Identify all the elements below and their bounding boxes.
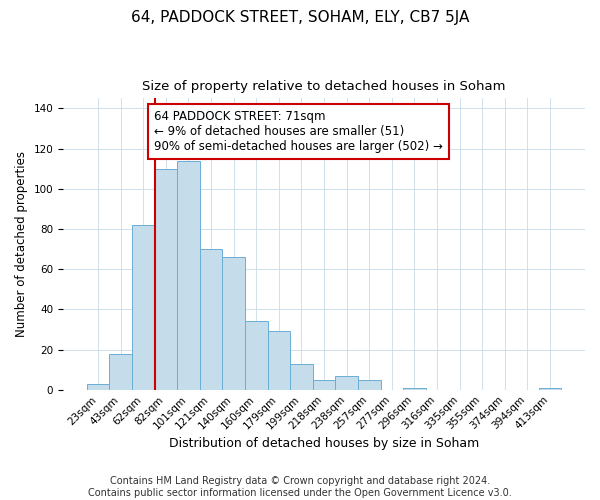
Bar (200, 249, 223, 390)
Bar (177, 160, 200, 390)
Bar (109, 354, 132, 390)
Bar (268, 332, 290, 390)
Bar (245, 322, 268, 390)
Title: Size of property relative to detached houses in Soham: Size of property relative to detached ho… (142, 80, 506, 93)
Bar (87, 384, 109, 390)
Bar (539, 388, 561, 390)
Bar (335, 376, 358, 390)
Bar (132, 225, 155, 390)
X-axis label: Distribution of detached houses by size in Soham: Distribution of detached houses by size … (169, 437, 479, 450)
Bar (290, 364, 313, 390)
Text: 64, PADDOCK STREET, SOHAM, ELY, CB7 5JA: 64, PADDOCK STREET, SOHAM, ELY, CB7 5JA (131, 10, 469, 25)
Bar (313, 380, 335, 390)
Bar (403, 388, 425, 390)
Text: 64 PADDOCK STREET: 71sqm
← 9% of detached houses are smaller (51)
90% of semi-de: 64 PADDOCK STREET: 71sqm ← 9% of detache… (154, 110, 443, 153)
Text: Contains HM Land Registry data © Crown copyright and database right 2024.
Contai: Contains HM Land Registry data © Crown c… (88, 476, 512, 498)
Y-axis label: Number of detached properties: Number of detached properties (15, 151, 28, 337)
Bar (223, 257, 245, 390)
Bar (155, 168, 177, 390)
Bar (358, 380, 380, 390)
